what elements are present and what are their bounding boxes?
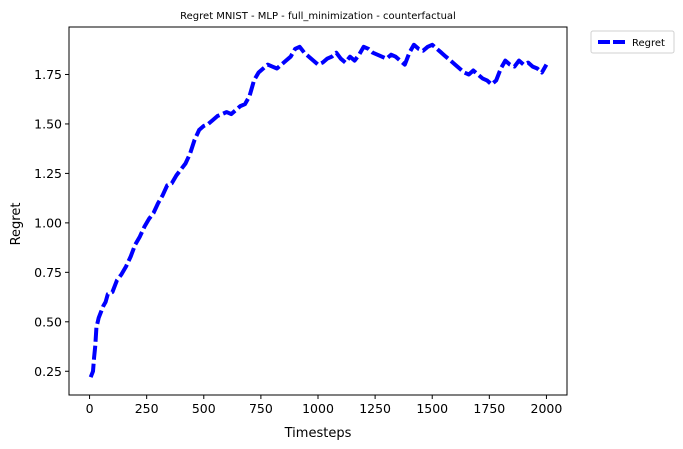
plot-frame: [68, 26, 568, 396]
plot-area: [68, 26, 568, 396]
x-tick-label: 1500: [416, 401, 448, 416]
y-tick-label: 1.25: [34, 166, 62, 181]
chart-title: Regret MNIST - MLP - full_minimization -…: [180, 11, 456, 22]
x-tick-label: 250: [135, 401, 159, 416]
x-tick-label: 0: [86, 401, 94, 416]
y-tick-label: 1.75: [34, 67, 62, 82]
y-axis: 0.25 0.50 0.75 1.00 1.25 1.50 1.75: [34, 67, 69, 379]
y-tick-label: 0.50: [34, 314, 62, 329]
x-axis: 0 250 500 750 1000 1250 1500 1750 2000: [86, 395, 563, 416]
x-axis-label: Timesteps: [284, 426, 352, 441]
y-tick-label: 0.75: [34, 265, 62, 280]
x-tick-label: 750: [249, 401, 273, 416]
y-tick-label: 0.25: [34, 364, 62, 379]
legend-label-regret: Regret: [632, 38, 665, 49]
x-tick-label: 1250: [359, 401, 391, 416]
legend-frame: [590, 30, 675, 54]
y-tick-label: 1.00: [34, 215, 62, 230]
x-tick-label: 500: [192, 401, 216, 416]
series-line-regret: [88, 42, 549, 378]
x-tick-label: 2000: [531, 401, 563, 416]
x-tick-label: 1000: [302, 401, 334, 416]
y-tick-label: 1.50: [34, 116, 62, 131]
y-axis-label: Regret: [9, 203, 24, 246]
x-tick-label: 1750: [473, 401, 505, 416]
legend: Regret: [590, 30, 675, 54]
